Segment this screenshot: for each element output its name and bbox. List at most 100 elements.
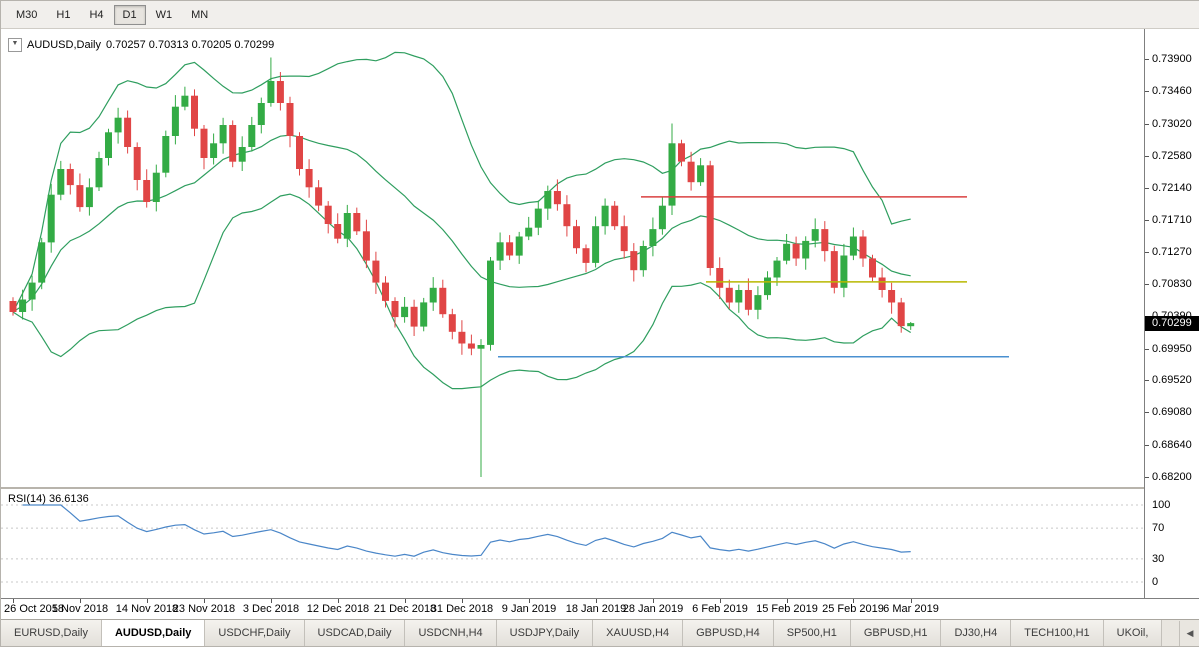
price-axis-label: 0.72140 bbox=[1152, 182, 1192, 194]
symbol-tab-ukoil[interactable]: UKOil, bbox=[1103, 620, 1163, 646]
time-tick bbox=[529, 599, 530, 603]
price-axis-label: 0.69520 bbox=[1152, 374, 1192, 386]
chart-symbol-label: AUDUSD,Daily bbox=[27, 39, 101, 51]
date-axis-label: 5 Nov 2018 bbox=[51, 603, 109, 615]
time-tick bbox=[653, 599, 654, 603]
date-axis-label: 6 Feb 2019 bbox=[692, 603, 748, 615]
symbol-tabbar: EURUSD,Daily AUDUSD,Daily USDCHF,Daily USDC… bbox=[1, 619, 1199, 646]
tab-scroll-left-icon[interactable]: ◀ bbox=[1179, 621, 1199, 646]
timeframe-button-d1[interactable]: D1 bbox=[113, 4, 146, 25]
price-axis-label: 0.73900 bbox=[1152, 53, 1192, 65]
symbol-tab-gbpusd-h1[interactable]: GBPUSD,H1 bbox=[850, 620, 942, 646]
rsi-level-gridlines bbox=[1, 504, 1144, 583]
date-axis-label: 18 Jan 2019 bbox=[565, 603, 627, 615]
symbol-tab-xauusd-h4[interactable]: XAUUSD,H4 bbox=[593, 620, 684, 646]
time-tick bbox=[596, 599, 597, 603]
symbol-tab-sp500-h1[interactable]: SP500,H1 bbox=[773, 620, 851, 646]
date-axis-label: 31 Dec 2018 bbox=[430, 603, 494, 615]
symbol-tab-usdcad-daily[interactable]: USDCAD,Daily bbox=[304, 620, 406, 646]
price-tick bbox=[1145, 284, 1149, 285]
price-tick bbox=[1145, 252, 1149, 253]
symbol-tab-gbpusd-h4[interactable]: GBPUSD,H4 bbox=[683, 620, 774, 646]
chart-title: ▼ AUDUSD,Daily 0.70257 0.70313 0.70205 0… bbox=[8, 38, 274, 52]
time-tick bbox=[147, 599, 148, 603]
date-axis-label: 6 Mar 2019 bbox=[883, 603, 939, 615]
timeframe-button-w1[interactable]: W1 bbox=[147, 5, 182, 25]
price-axis-label: 0.73460 bbox=[1152, 85, 1192, 97]
timeframe-toolbar: M30 H1 H4 D1 W1 MN bbox=[1, 1, 1199, 29]
price-axis-label: 0.68640 bbox=[1152, 439, 1192, 451]
date-axis-label: 25 Feb 2019 bbox=[822, 603, 884, 615]
rsi-panel[interactable]: RSI(14) 36.6136 bbox=[1, 489, 1144, 598]
date-axis-label: 23 Nov 2018 bbox=[172, 603, 236, 615]
rsi-axis-label: 0 bbox=[1152, 576, 1159, 588]
date-axis-label: 14 Nov 2018 bbox=[115, 603, 179, 615]
chart-ohlc-values: 0.70257 0.70313 0.70205 0.70299 bbox=[105, 39, 275, 51]
symbol-tab-tech100-h1[interactable]: TECH100,H1 bbox=[1011, 620, 1104, 646]
date-axis-label: 26 Oct 2018 bbox=[4, 603, 64, 615]
panel-resize-divider[interactable] bbox=[1, 487, 1144, 489]
price-tick bbox=[1145, 412, 1149, 413]
symbol-tab-dj30-h4[interactable]: DJ30,H4 bbox=[941, 620, 1012, 646]
time-tick bbox=[271, 599, 272, 603]
timeframe-button-h1[interactable]: H1 bbox=[47, 5, 79, 25]
price-tick bbox=[1145, 477, 1149, 478]
price-tick bbox=[1145, 59, 1149, 60]
time-tick bbox=[405, 599, 406, 603]
date-axis-label: 15 Feb 2019 bbox=[756, 603, 818, 615]
symbol-tab-usdcnh-h4[interactable]: USDCNH,H4 bbox=[405, 620, 497, 646]
time-tick bbox=[787, 599, 788, 603]
date-axis-label: 28 Jan 2019 bbox=[622, 603, 684, 615]
rsi-indicator-label: RSI(14) 36.6136 bbox=[8, 493, 89, 505]
timeframe-button-mn[interactable]: MN bbox=[182, 5, 217, 25]
rsi-axis-label: 100 bbox=[1152, 499, 1171, 511]
timeframe-button-m30[interactable]: M30 bbox=[7, 5, 46, 25]
current-price-badge: 0.70299 bbox=[1145, 316, 1199, 331]
price-tick bbox=[1145, 91, 1149, 92]
date-axis-label: 3 Dec 2018 bbox=[242, 603, 300, 615]
date-axis-label: 21 Dec 2018 bbox=[373, 603, 437, 615]
price-axis: 0.73900 0.73460 0.73020 0.72580 0.72140 0.717… bbox=[1144, 29, 1199, 598]
price-axis-label: 0.73020 bbox=[1152, 118, 1192, 130]
rsi-line bbox=[22, 504, 911, 557]
timeframe-button-h4[interactable]: H4 bbox=[80, 5, 112, 25]
price-tick bbox=[1145, 380, 1149, 381]
price-axis-label: 0.68200 bbox=[1152, 471, 1192, 483]
date-axis-label: 9 Jan 2019 bbox=[501, 603, 557, 615]
time-tick bbox=[13, 599, 14, 603]
price-axis-label: 0.69950 bbox=[1152, 343, 1192, 355]
price-tick bbox=[1145, 156, 1149, 157]
candles bbox=[9, 57, 915, 477]
price-tick bbox=[1145, 349, 1149, 350]
time-tick bbox=[462, 599, 463, 603]
time-tick bbox=[80, 599, 81, 603]
price-tick bbox=[1145, 124, 1149, 125]
time-tick bbox=[853, 599, 854, 603]
time-tick bbox=[720, 599, 721, 603]
symbol-tab-audusd-daily[interactable]: AUDUSD,Daily bbox=[101, 620, 206, 646]
price-tick bbox=[1145, 445, 1149, 446]
price-axis-label: 0.71710 bbox=[1152, 214, 1192, 226]
price-axis-label: 0.69080 bbox=[1152, 406, 1192, 418]
price-tick bbox=[1145, 188, 1149, 189]
main-chart-panel[interactable]: ▼ AUDUSD,Daily 0.70257 0.70313 0.70205 0… bbox=[1, 29, 1144, 487]
time-tick bbox=[204, 599, 205, 603]
price-tick bbox=[1145, 220, 1149, 221]
rsi-axis-label: 30 bbox=[1152, 553, 1165, 565]
price-axis-label: 0.71270 bbox=[1152, 246, 1192, 258]
date-axis-label: 12 Dec 2018 bbox=[306, 603, 370, 615]
rsi-chart-svg[interactable] bbox=[1, 489, 1144, 598]
rsi-axis-label: 70 bbox=[1152, 522, 1165, 534]
symbol-tab-usdjpy-daily[interactable]: USDJPY,Daily bbox=[496, 620, 594, 646]
time-axis: 26 Oct 2018 5 Nov 2018 14 Nov 2018 23 Nov 2… bbox=[1, 598, 1199, 619]
candlestick-chart-svg[interactable] bbox=[1, 29, 1144, 487]
symbol-tab-usdchf-daily[interactable]: USDCHF,Daily bbox=[205, 620, 305, 646]
time-tick bbox=[338, 599, 339, 603]
price-axis-label: 0.70830 bbox=[1152, 278, 1192, 290]
symbol-tab-eurusd-daily[interactable]: EURUSD,Daily bbox=[1, 620, 102, 646]
bollinger-bands bbox=[12, 51, 912, 390]
price-axis-label: 0.72580 bbox=[1152, 150, 1192, 162]
chart-collapse-icon[interactable]: ▼ bbox=[8, 38, 22, 52]
time-tick bbox=[911, 599, 912, 603]
